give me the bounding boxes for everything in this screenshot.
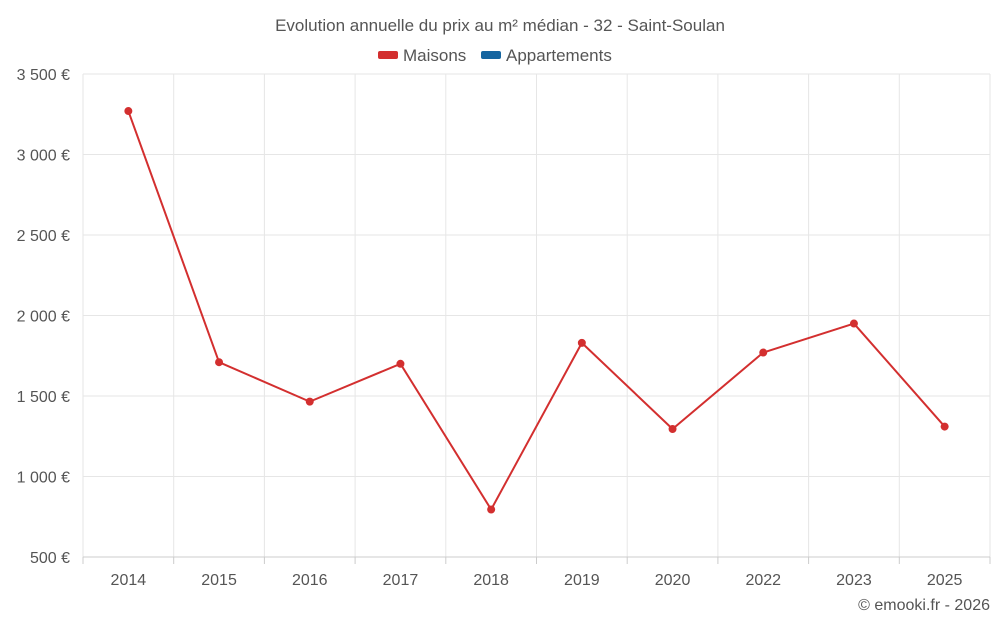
x-tick-label: 2019 <box>564 572 600 589</box>
grid <box>82 73 991 558</box>
y-tick-label: 2 500 € <box>17 228 70 245</box>
x-tick-label: 2023 <box>836 572 872 589</box>
legend-label-maisons: Maisons <box>403 46 466 65</box>
legend-swatch-maisons <box>378 51 398 59</box>
y-tick-label: 3 000 € <box>17 148 70 165</box>
x-tick-label: 2020 <box>655 572 691 589</box>
x-tick-label: 2017 <box>383 572 419 589</box>
series-line-maisons <box>127 110 946 511</box>
y-tick-label: 500 € <box>30 550 70 567</box>
y-tick-label: 1 500 € <box>17 389 70 406</box>
x-tick-label: 2015 <box>201 572 237 589</box>
data-point-maisons-2025 <box>940 422 949 431</box>
legend-swatch-appartements <box>481 51 501 59</box>
x-tick-label: 2014 <box>111 572 147 589</box>
series-maisons <box>124 107 949 514</box>
x-tick-label: 2018 <box>473 572 509 589</box>
credit-text: © emooki.fr - 2026 <box>858 597 990 614</box>
data-point-maisons-2020 <box>668 425 677 434</box>
x-tick-label: 2022 <box>745 572 781 589</box>
y-axis: 500 € 1 000 € 1 500 € 2 000 € 2 500 € 3 000 €… <box>17 67 70 567</box>
legend-item-maisons[interactable]: Maisons <box>378 46 466 65</box>
legend: Maisons Appartements <box>378 46 612 65</box>
chart-title: Evolution annuelle du prix au m² médian … <box>275 16 725 35</box>
data-point-maisons-2017 <box>396 359 405 368</box>
legend-item-appartements[interactable]: Appartements <box>481 46 612 65</box>
data-point-maisons-2016 <box>305 397 314 406</box>
data-point-maisons-2022 <box>759 348 768 357</box>
x-tick-label: 2016 <box>292 572 328 589</box>
data-point-maisons-2014 <box>124 107 133 116</box>
y-tick-label: 2 000 € <box>17 309 70 326</box>
data-point-maisons-2015 <box>215 358 224 367</box>
data-point-maisons-2023 <box>849 319 858 328</box>
y-tick-label: 1 000 € <box>17 470 70 487</box>
legend-label-appartements: Appartements <box>506 46 612 65</box>
data-point-maisons-2018 <box>487 505 496 514</box>
x-axis: 2014 2015 2016 2017 2018 2019 2020 2022 2023 2025 <box>82 556 991 589</box>
y-tick-label: 3 500 € <box>17 67 70 84</box>
x-tick-label: 2025 <box>927 572 963 589</box>
data-point-maisons-2019 <box>577 338 586 347</box>
